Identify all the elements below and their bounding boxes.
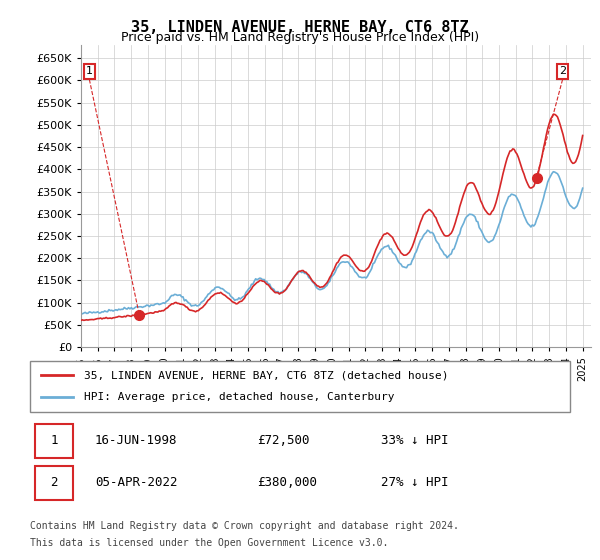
Text: 33% ↓ HPI: 33% ↓ HPI <box>381 435 449 447</box>
Text: 05-APR-2022: 05-APR-2022 <box>95 477 178 489</box>
Text: £380,000: £380,000 <box>257 477 317 489</box>
FancyBboxPatch shape <box>30 361 570 412</box>
Text: £72,500: £72,500 <box>257 435 310 447</box>
Text: 2: 2 <box>50 477 58 489</box>
Text: 35, LINDEN AVENUE, HERNE BAY, CT6 8TZ: 35, LINDEN AVENUE, HERNE BAY, CT6 8TZ <box>131 20 469 35</box>
Text: 1: 1 <box>86 67 93 77</box>
Text: 35, LINDEN AVENUE, HERNE BAY, CT6 8TZ (detached house): 35, LINDEN AVENUE, HERNE BAY, CT6 8TZ (d… <box>84 370 449 380</box>
Text: 16-JUN-1998: 16-JUN-1998 <box>95 435 178 447</box>
Text: This data is licensed under the Open Government Licence v3.0.: This data is licensed under the Open Gov… <box>30 538 388 548</box>
Text: 27% ↓ HPI: 27% ↓ HPI <box>381 477 449 489</box>
Text: 2: 2 <box>559 67 566 77</box>
FancyBboxPatch shape <box>35 466 73 500</box>
Text: HPI: Average price, detached house, Canterbury: HPI: Average price, detached house, Cant… <box>84 393 395 403</box>
Text: Contains HM Land Registry data © Crown copyright and database right 2024.: Contains HM Land Registry data © Crown c… <box>30 521 459 531</box>
FancyBboxPatch shape <box>35 424 73 458</box>
Text: 1: 1 <box>50 435 58 447</box>
Text: Price paid vs. HM Land Registry's House Price Index (HPI): Price paid vs. HM Land Registry's House … <box>121 31 479 44</box>
